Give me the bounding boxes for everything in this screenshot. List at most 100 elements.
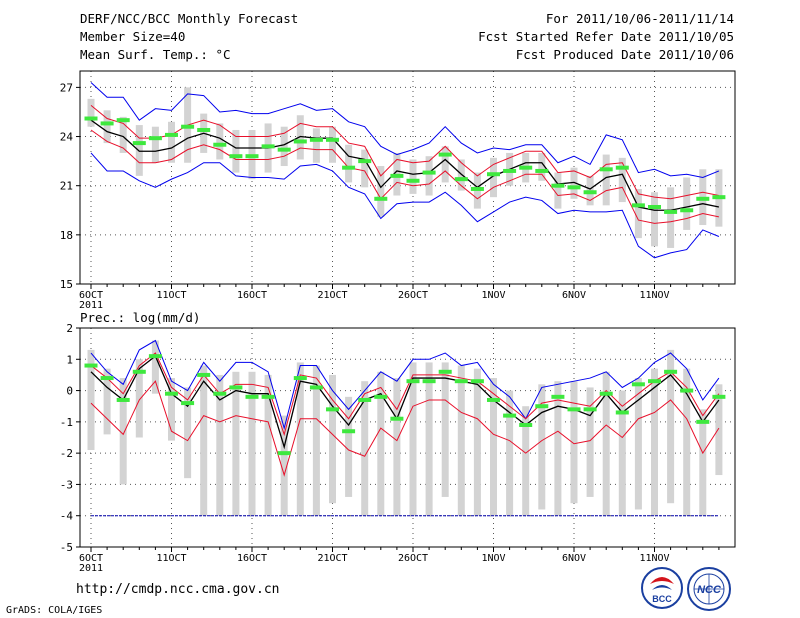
prec-obs-marker — [326, 407, 339, 412]
prec-xtick-label: 6OCT — [79, 553, 103, 564]
prec-obs-marker — [438, 369, 452, 374]
prec-xtick-label: 11OCT — [156, 553, 186, 564]
prec-spread-box — [586, 387, 594, 497]
prec-spread-box — [151, 340, 159, 394]
temp-ensemble-mean-line — [90, 119, 720, 211]
prec-spread-box — [554, 381, 562, 516]
grads-credit: GrADS: COLA/IGES — [6, 605, 103, 616]
temp-obs-marker — [615, 165, 629, 170]
prec-spread-box — [200, 365, 208, 516]
prec-obs-marker — [615, 410, 629, 415]
prec-spread-box — [216, 374, 224, 516]
temp-spread-box — [554, 172, 562, 209]
prec-obs-marker — [213, 391, 227, 396]
temp-obs-marker — [406, 178, 420, 183]
prec-obs-marker — [551, 394, 565, 399]
temp-obs-marker — [567, 185, 581, 190]
prec-spread-box — [522, 406, 530, 516]
temp-obs-marker — [648, 204, 661, 209]
prec-obs-marker — [470, 379, 484, 384]
prec-outer-upper-line — [90, 339, 720, 431]
prec-obs-marker — [309, 385, 323, 390]
prec-ytick-label: 1 — [66, 353, 73, 366]
prec-obs-marker — [165, 391, 178, 396]
temp-spread-box — [683, 177, 691, 230]
produced-date: Fcst Produced Date 2011/10/06 — [515, 47, 734, 62]
temp-spread-box — [232, 129, 240, 173]
temp-obs-marker — [197, 127, 211, 132]
prec-ensemble-mean-line — [90, 355, 720, 450]
prec-spread-box — [87, 349, 95, 451]
bcc-logo-text: BCC — [652, 594, 672, 604]
prec-ytick-label: -4 — [60, 510, 74, 523]
prec-spread-box — [425, 362, 433, 516]
temp-xtick-label: 6OCT — [79, 290, 103, 301]
prec-obs-marker — [229, 385, 243, 390]
prec-obs-marker — [583, 407, 597, 412]
prec-obs-marker — [148, 354, 162, 359]
prec-spread-box — [618, 390, 626, 516]
prec-spread-box — [345, 396, 353, 497]
temp-spread-box — [490, 157, 497, 198]
temp-spread-box — [216, 123, 224, 160]
prec-year-label: 2011 — [79, 563, 103, 574]
prec-ytick-label: -3 — [60, 478, 73, 491]
prec-spread-box — [361, 381, 369, 516]
prec-obs-marker — [358, 397, 372, 402]
temp-xtick-label: 6NOV — [562, 290, 586, 301]
temp-xtick-label: 1NOV — [481, 290, 505, 301]
temp-obs-marker — [181, 124, 195, 129]
temp-spread-box — [425, 156, 433, 196]
prec-obs-marker — [519, 422, 533, 427]
prec-inner-lower-line — [90, 380, 720, 477]
prec-spread-box — [135, 359, 143, 438]
temp-xtick-label: 16OCT — [237, 290, 267, 301]
prec-ytick-label: -2 — [60, 447, 73, 460]
temp-xtick-label: 11OCT — [156, 290, 186, 301]
temp-spread-box — [361, 149, 369, 188]
prec-xtick-label: 26OCT — [398, 553, 428, 564]
prec-spread-box — [699, 409, 707, 516]
temp-obs-marker — [229, 154, 243, 159]
temp-obs-marker — [358, 159, 372, 164]
temp-obs-marker — [535, 168, 549, 173]
prec-spread-box — [329, 374, 336, 504]
prec-ytick-label: 2 — [66, 322, 73, 335]
prec-obs-marker — [454, 379, 468, 384]
temp-xtick-label: 21OCT — [317, 290, 347, 301]
prec-obs-marker — [84, 363, 98, 368]
prec-spread-box — [473, 368, 481, 516]
footer-url[interactable]: http://cmdp.ncc.cma.gov.cn — [76, 582, 280, 597]
temp-obs-marker — [261, 144, 275, 149]
prec-spread-box — [377, 371, 385, 516]
prec-obs-marker — [599, 391, 613, 396]
prec-obs-marker — [132, 369, 146, 374]
prec-spread-box — [232, 371, 240, 516]
temp-obs-marker — [213, 142, 227, 147]
prec-obs-marker — [696, 419, 710, 424]
temp-xtick-label: 11NOV — [639, 290, 669, 301]
bcc-logo: BCC — [641, 567, 683, 609]
temp-spread-box — [570, 167, 578, 199]
forecast-title: DERF/NCC/BCC Monthly Forecast — [80, 11, 299, 26]
temp-spread-box — [441, 146, 449, 183]
temp-ytick-label: 21 — [60, 180, 73, 193]
prec-ytick-label: -1 — [60, 416, 73, 429]
prec-spread-box — [119, 378, 127, 485]
temp-obs-marker — [680, 208, 694, 213]
temp-obs-marker — [664, 209, 678, 214]
prec-xtick-label: 21OCT — [317, 553, 347, 564]
prec-spread-box — [651, 368, 658, 516]
prec-obs-marker — [374, 394, 388, 399]
temp-obs-marker — [84, 116, 98, 121]
temp-obs-marker — [390, 173, 404, 178]
prec-obs-marker — [567, 407, 581, 412]
prec-obs-marker — [503, 413, 517, 418]
prec-obs-marker — [116, 397, 130, 402]
temp-obs-marker — [326, 137, 339, 142]
prec-ytick-label: -5 — [60, 541, 73, 554]
prec-frame — [79, 327, 736, 548]
prec-spread-box — [634, 378, 642, 510]
prec-obs-marker — [342, 429, 356, 434]
